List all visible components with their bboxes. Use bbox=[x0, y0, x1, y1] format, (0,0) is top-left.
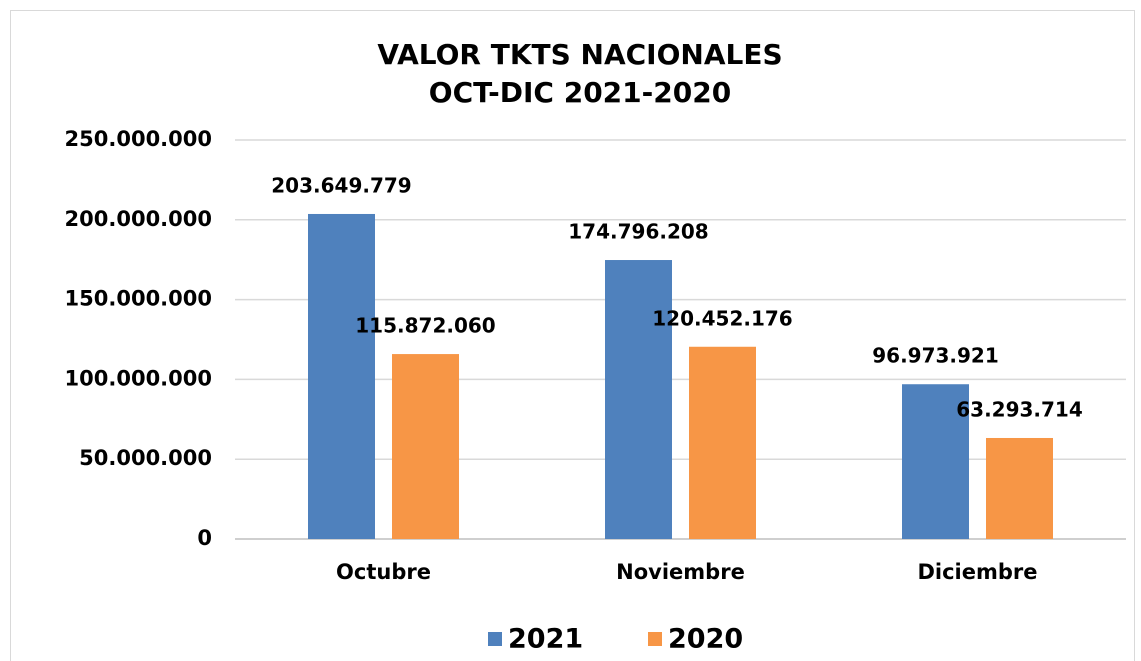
bar bbox=[902, 384, 969, 539]
legend-swatch bbox=[648, 632, 662, 646]
bar bbox=[392, 354, 459, 539]
legend-label: 2020 bbox=[668, 624, 743, 655]
y-tick-label: 250.000.000 bbox=[65, 127, 212, 151]
y-tick-label: 0 bbox=[197, 526, 212, 550]
data-label: 115.872.060 bbox=[355, 314, 495, 338]
data-label: 96.973.921 bbox=[872, 344, 999, 368]
y-tick-label: 150.000.000 bbox=[65, 287, 212, 311]
bar bbox=[689, 346, 756, 539]
legend-label: 2021 bbox=[508, 624, 583, 655]
y-tick-label: 50.000.000 bbox=[79, 446, 212, 470]
bar bbox=[986, 437, 1053, 539]
y-tick-label: 200.000.000 bbox=[65, 207, 212, 231]
data-label: 120.452.176 bbox=[652, 306, 792, 330]
data-label: 174.796.208 bbox=[568, 220, 708, 244]
data-label: 63.293.714 bbox=[956, 397, 1083, 421]
bar bbox=[605, 260, 672, 539]
chart-border bbox=[10, 10, 1135, 661]
bar bbox=[308, 213, 375, 539]
data-label: 203.649.779 bbox=[271, 173, 411, 197]
chart-subtitle: OCT-DIC 2021-2020 bbox=[429, 76, 731, 109]
legend-swatch bbox=[488, 632, 502, 646]
x-tick-label: Diciembre bbox=[917, 560, 1037, 584]
chart-title: VALOR TKTS NACIONALES bbox=[377, 38, 782, 71]
x-tick-label: Octubre bbox=[336, 560, 431, 584]
y-tick-label: 100.000.000 bbox=[65, 366, 212, 390]
x-tick-label: Noviembre bbox=[616, 560, 745, 584]
